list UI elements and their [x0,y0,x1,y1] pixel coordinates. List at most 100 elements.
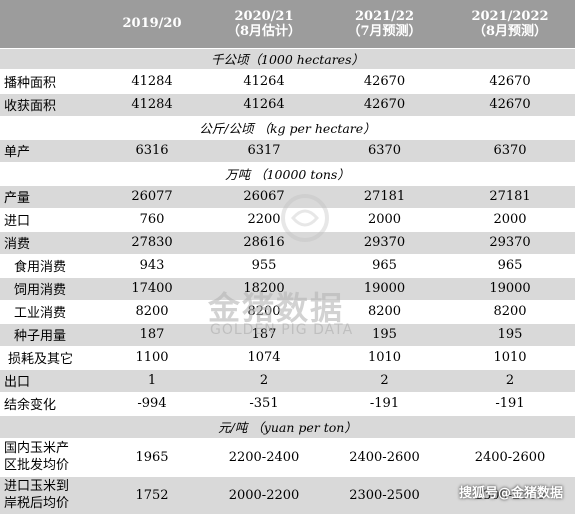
table-cell: -994 [100,392,204,416]
section-label: 元/吨 （yuan per ton） [0,415,575,439]
table-cell: -191 [445,392,575,416]
table-cell: 195 [324,323,445,347]
section-row-price: 元/吨 （yuan per ton） [0,415,575,439]
section-row-area: 千公顷（1000 hectares） [0,48,575,70]
table-cell: 8200 [445,300,575,324]
table-cell: 27181 [324,185,445,209]
table-cell: 27181 [445,185,575,209]
table-cell: 41284 [100,93,204,117]
row-label: 种子用量 [0,323,100,347]
table-cell: 42670 [445,69,575,94]
section-row-tons: 万吨 （10000 tons） [0,162,575,186]
table-cell: 42670 [324,93,445,117]
table-cell: 28616 [204,231,324,255]
table-cell: 955 [204,254,324,278]
table-cell: 8200 [324,300,445,324]
table-cell: 26067 [204,185,324,209]
row-label: 工业消费 [0,300,100,324]
table-cell: 6317 [204,139,324,163]
row-label: 收获面积 [0,93,100,117]
header-cell-2021-22-jul: 2021/22 （7月预测） [324,0,445,49]
table-cell: -191 [324,392,445,416]
table-cell: 42670 [445,93,575,117]
section-label: 公斤/公顷 （kg per hectare） [0,116,575,140]
watermark-subtitle: GOLDEN PIG DATA [210,322,354,338]
table-row: 工业消费 8200 8200 8200 8200 [0,300,575,324]
table-cell: 29370 [445,231,575,255]
table-cell: 8200 [100,300,204,324]
row-label: 饲用消费 [0,277,100,301]
table-row: 饲用消费 17400 18200 19000 19000 [0,277,575,301]
table-cell: 2000-2200 [204,476,324,515]
table-cell: -351 [204,392,324,416]
table-cell: 965 [324,254,445,278]
table-cell: 42670 [324,69,445,94]
row-label: 损耗及其它 [0,346,100,370]
table-cell: 26077 [100,185,204,209]
header-cell-2021-2022-aug: 2021/2022 （8月预测） [445,0,575,49]
header-cell-2020-21: 2020/21 （8月估计） [204,0,324,49]
table-row: 播种面积 41284 41264 42670 42670 [0,69,575,94]
table-cell: 1100 [100,346,204,370]
table-cell: 2 [204,369,324,393]
table-cell: 195 [445,323,575,347]
table-cell: 18200 [204,277,324,301]
row-label: 食用消费 [0,254,100,278]
table-cell: 2400-2600 [445,438,575,477]
table-row: 损耗及其它 1100 1074 1010 1010 [0,346,575,370]
table-cell: 41264 [204,69,324,94]
table-cell: 187 [204,323,324,347]
table-cell: 2000 [445,208,575,232]
section-label: 万吨 （10000 tons） [0,162,575,186]
row-label: 单产 [0,139,100,163]
table-cell: 41264 [204,93,324,117]
table-row: 国内玉米产 区批发均价 1965 2200-2400 2400-2600 2400… [0,438,575,477]
table-cell: 2 [324,369,445,393]
header-cell-label [0,0,100,49]
table-row: 结余变化 -994 -351 -191 -191 [0,392,575,416]
table-cell: 19000 [445,277,575,301]
table-cell: 2300-2500 [324,476,445,515]
section-row-yield: 公斤/公顷 （kg per hectare） [0,116,575,140]
table-cell: 1010 [324,346,445,370]
table-cell: 2400-2600 [324,438,445,477]
header-cell-2019-20: 2019/20 [100,0,204,49]
table-cell: 19000 [324,277,445,301]
table-row: 产量 26077 26067 27181 27181 [0,185,575,209]
watermark-logo: 金猪数据 [208,289,345,327]
row-label: 出口 [0,369,100,393]
table-cell: 27830 [100,231,204,255]
table-cell: 1 [100,369,204,393]
table-cell: 965 [445,254,575,278]
row-label: 结余变化 [0,392,100,416]
row-label: 进口 [0,208,100,232]
table-row: 单产 6316 6317 6370 6370 [0,139,575,163]
table-cell: 2200-2400 [204,438,324,477]
table-row: 出口 1 2 2 2 [0,369,575,393]
table-cell: 1074 [204,346,324,370]
table-cell: 1752 [100,476,204,515]
table-cell: 1010 [445,346,575,370]
section-label: 千公顷（1000 hectares） [0,48,575,70]
table-cell: 8200 [204,300,324,324]
table-cell: 2000 [324,208,445,232]
table-cell: 6370 [324,139,445,163]
table-cell: 1965 [100,438,204,477]
row-label: 消费 [0,231,100,255]
table-cell: 760 [100,208,204,232]
table-cell: 41284 [100,69,204,94]
row-label: 国内玉米产 区批发均价 [0,438,100,477]
table-cell: 943 [100,254,204,278]
table-row: 进口 760 2200 2000 2000 [0,208,575,232]
row-label: 进口玉米到 岸税后均价 [0,476,100,515]
table-cell: 29370 [324,231,445,255]
table-row: 食用消费 943 955 965 965 [0,254,575,278]
table-cell: 2300-2500 [445,476,575,515]
source-watermark: 搜狐号@金猪数据 [458,486,563,501]
table-row: 种子用量 187 187 195 195 [0,323,575,347]
table-cell: 2 [445,369,575,393]
row-label: 产量 [0,185,100,209]
table-cell: 6370 [445,139,575,163]
table-cell: 2200 [204,208,324,232]
